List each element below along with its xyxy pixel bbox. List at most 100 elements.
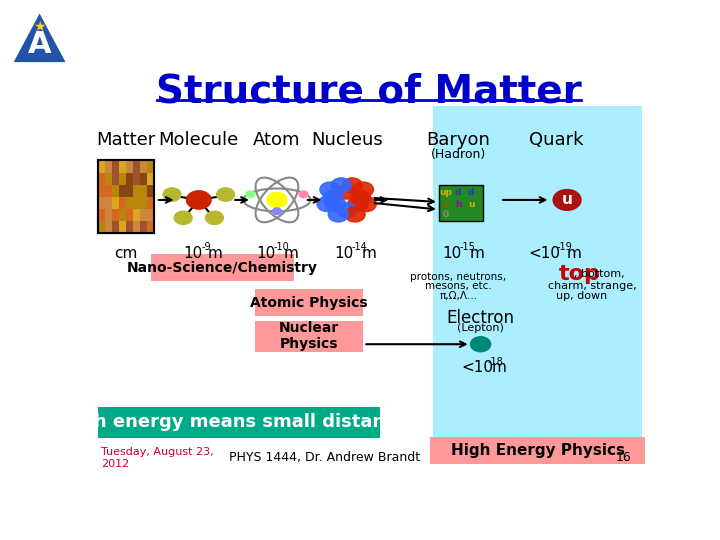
Text: charm, strange,: charm, strange, <box>547 281 636 291</box>
Bar <box>147 185 154 197</box>
Text: Nuclear
Physics: Nuclear Physics <box>279 321 339 351</box>
Circle shape <box>267 192 287 207</box>
Circle shape <box>471 337 490 352</box>
Bar <box>105 173 112 185</box>
Text: Molecule: Molecule <box>158 131 239 149</box>
Bar <box>140 173 147 185</box>
Bar <box>126 173 133 185</box>
Text: -18: -18 <box>487 357 503 367</box>
Text: PHYS 1444, Dr. Andrew Brandt: PHYS 1444, Dr. Andrew Brandt <box>229 451 420 464</box>
Circle shape <box>323 191 343 205</box>
Text: h: h <box>455 200 462 208</box>
Text: -15: -15 <box>459 241 475 252</box>
Text: u: u <box>468 200 474 208</box>
Bar <box>105 185 112 197</box>
Text: (Hadron): (Hadron) <box>431 148 486 161</box>
Bar <box>99 221 105 233</box>
Text: , bottom,: , bottom, <box>575 269 625 279</box>
FancyBboxPatch shape <box>151 254 294 281</box>
Text: A: A <box>28 30 51 59</box>
Text: 10: 10 <box>442 246 462 261</box>
Bar <box>147 173 154 185</box>
Bar <box>112 209 120 221</box>
Text: π,Ω,Λ...: π,Ω,Λ... <box>439 291 477 301</box>
Text: -19: -19 <box>557 241 572 252</box>
Circle shape <box>163 188 181 201</box>
Circle shape <box>328 207 348 222</box>
Bar <box>120 197 126 209</box>
Circle shape <box>342 178 362 193</box>
Text: Quark: Quark <box>528 131 583 149</box>
Text: Nano-Science/Chemistry: Nano-Science/Chemistry <box>127 260 318 274</box>
Text: u: u <box>562 192 572 207</box>
Text: up, down: up, down <box>556 291 607 301</box>
Text: -14: -14 <box>351 241 367 252</box>
Text: Baryon: Baryon <box>426 131 490 149</box>
Bar <box>147 209 154 221</box>
Bar <box>133 185 140 197</box>
Bar <box>99 185 105 197</box>
Bar <box>112 161 120 173</box>
Bar <box>99 161 105 173</box>
Bar <box>112 185 120 197</box>
Text: cm: cm <box>114 246 138 261</box>
Bar <box>133 197 140 209</box>
Text: ★: ★ <box>33 20 46 34</box>
FancyBboxPatch shape <box>99 160 154 233</box>
Bar <box>99 209 105 221</box>
Circle shape <box>320 182 340 197</box>
Text: Electron: Electron <box>446 309 515 327</box>
Bar <box>120 161 126 173</box>
Circle shape <box>325 197 346 212</box>
Text: High energy means small distances: High energy means small distances <box>60 413 418 431</box>
Text: 10: 10 <box>334 246 354 261</box>
Text: 0: 0 <box>443 210 449 219</box>
Bar <box>120 221 126 233</box>
Circle shape <box>174 211 192 225</box>
Text: Nucleus: Nucleus <box>311 131 382 149</box>
Bar <box>140 161 147 173</box>
Text: -9: -9 <box>201 241 211 252</box>
Circle shape <box>354 182 374 197</box>
Bar <box>112 197 120 209</box>
Bar <box>105 197 112 209</box>
Bar <box>126 209 133 221</box>
Bar <box>133 161 140 173</box>
Circle shape <box>331 178 351 193</box>
Circle shape <box>351 191 371 205</box>
Bar <box>105 161 112 173</box>
Circle shape <box>553 190 581 210</box>
Text: 16: 16 <box>616 451 631 464</box>
Bar <box>120 209 126 221</box>
Bar <box>112 221 120 233</box>
Bar <box>140 197 147 209</box>
Bar <box>105 209 112 221</box>
Circle shape <box>348 197 368 212</box>
Circle shape <box>337 184 356 199</box>
Circle shape <box>217 188 235 201</box>
FancyBboxPatch shape <box>255 321 364 352</box>
Text: d: d <box>468 188 474 197</box>
Text: m: m <box>208 246 222 261</box>
Text: m: m <box>284 246 299 261</box>
Text: Atomic Physics: Atomic Physics <box>251 296 368 310</box>
Bar <box>120 185 126 197</box>
Circle shape <box>356 197 377 212</box>
Text: 10: 10 <box>256 246 275 261</box>
Bar <box>147 197 154 209</box>
Text: (Lepton): (Lepton) <box>457 322 504 333</box>
Circle shape <box>317 197 337 212</box>
Bar <box>140 221 147 233</box>
Text: c: c <box>444 200 449 208</box>
Text: 10: 10 <box>184 246 203 261</box>
Text: top: top <box>559 264 600 284</box>
Polygon shape <box>14 14 66 62</box>
FancyBboxPatch shape <box>431 437 645 464</box>
Bar <box>147 221 154 233</box>
Bar <box>99 197 105 209</box>
FancyBboxPatch shape <box>438 185 483 221</box>
FancyBboxPatch shape <box>255 289 364 316</box>
Circle shape <box>186 191 211 209</box>
Bar <box>126 185 133 197</box>
Text: Matter: Matter <box>96 131 156 149</box>
